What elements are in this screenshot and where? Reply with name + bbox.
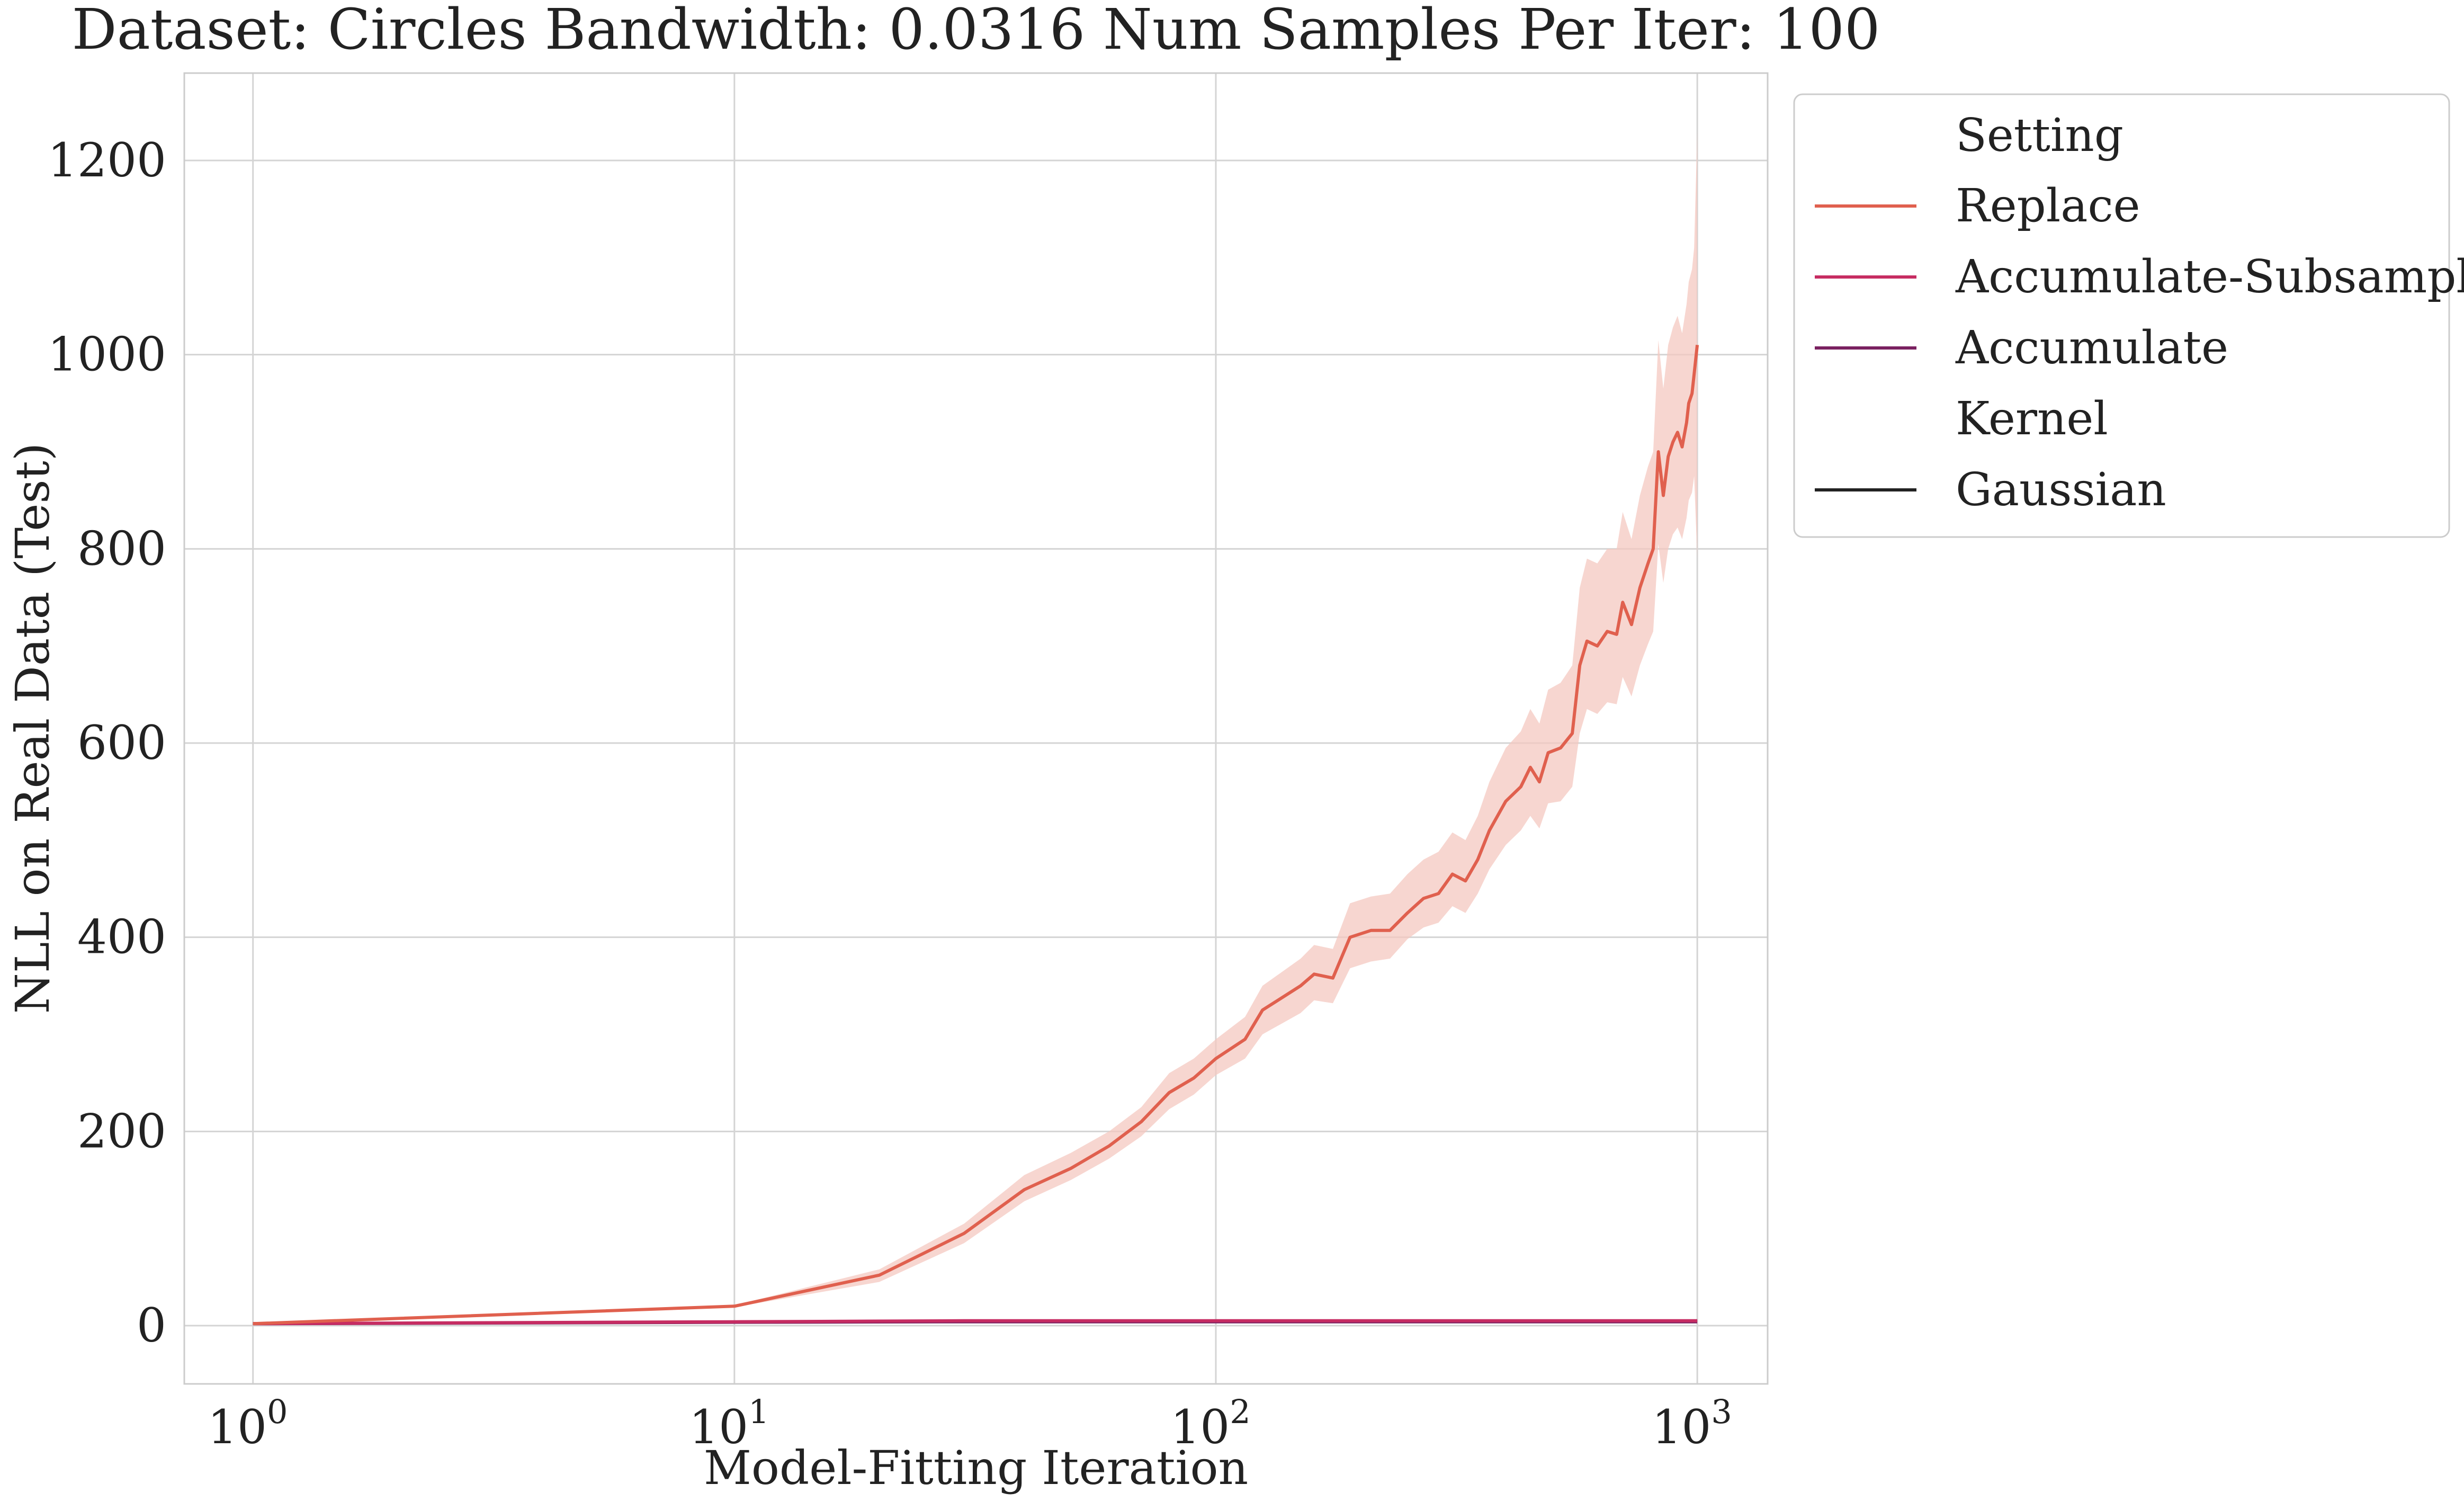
grid xyxy=(184,73,1768,1384)
chart-title: Dataset: Circles Bandwidth: 0.0316 Num S… xyxy=(72,0,1880,62)
line-accumulate-subsample xyxy=(253,1319,1698,1326)
y-tick-label: 1200 xyxy=(48,133,166,187)
legend-label-accumulate: Accumulate xyxy=(1955,321,2228,374)
legend-label-gaussian: Gaussian xyxy=(1956,463,2166,516)
series-lines xyxy=(253,344,1699,1326)
legend: Setting Replace Accumulate-Subsample Acc… xyxy=(1793,93,2464,538)
y-tick-labels: 0 200 400 600 800 1000 1200 xyxy=(48,133,166,1353)
line-replace xyxy=(253,344,1699,1326)
legend-box xyxy=(1793,93,2450,538)
y-tick-label: 800 xyxy=(77,521,166,576)
legend-label-accumulate-subsample: Accumulate-Subsample xyxy=(1955,251,2464,303)
y-tick-label: 400 xyxy=(77,910,166,964)
y-tick-label: 1000 xyxy=(48,327,166,382)
legend-group-title-setting: Setting xyxy=(1956,109,2123,162)
y-axis-label: NLL on Real Data (Test) xyxy=(5,443,60,1014)
y-tick-label: 0 xyxy=(137,1298,166,1353)
x-axis-label: Model-Fitting Iteration xyxy=(704,1441,1248,1495)
y-tick-label: 600 xyxy=(77,716,166,770)
y-tick-label: 200 xyxy=(77,1104,166,1158)
legend-label-replace: Replace xyxy=(1956,180,2140,233)
legend-group-title-kernel: Kernel xyxy=(1956,392,2108,445)
plot-frame xyxy=(183,72,1769,1385)
